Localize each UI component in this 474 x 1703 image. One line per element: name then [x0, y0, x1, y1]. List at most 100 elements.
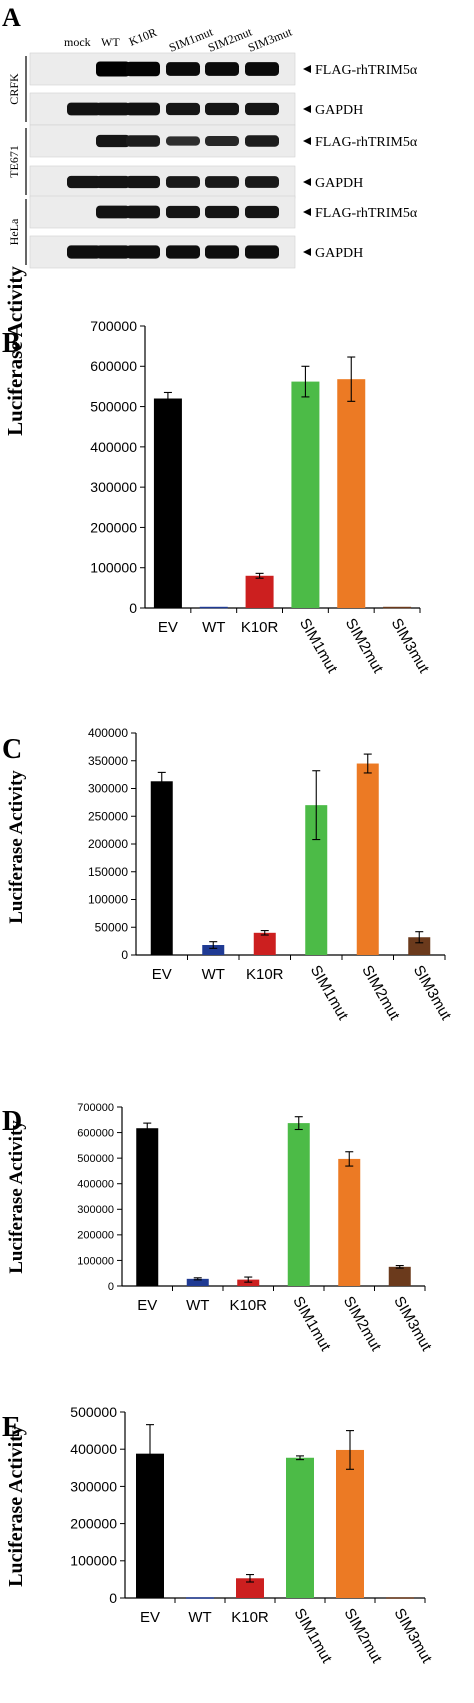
- y-tick-label: 600000: [90, 358, 137, 374]
- lane-label: mock: [64, 35, 91, 49]
- bar: [153, 398, 182, 608]
- cell-line-hela: FLAG-rhTRIM5α GAPDH HeLa: [7, 195, 418, 269]
- bar: [237, 1279, 260, 1286]
- arrow-marker: [303, 65, 311, 73]
- bar: [186, 1278, 209, 1286]
- y-tick-label: 500000: [77, 1153, 114, 1165]
- x-category-label: WT: [202, 619, 225, 636]
- bar: [408, 937, 431, 955]
- blot-band: [166, 245, 200, 259]
- chart-panel-c: C Luciferase Activity 0 50000 100000 150000 20…: [2, 726, 455, 1023]
- lane-label: SIM1mut: [167, 24, 216, 54]
- y-tick-label: 300000: [70, 1478, 117, 1494]
- y-axis-label: Luciferase Activity: [6, 1120, 27, 1274]
- x-category-label: EV: [158, 619, 178, 636]
- band-label: GAPDH: [315, 176, 363, 191]
- bar: [386, 1597, 414, 1599]
- arrow-marker: [303, 105, 311, 113]
- x-category-label: EV: [152, 966, 172, 983]
- y-axis-label: Luciferase Activity: [5, 1425, 27, 1587]
- y-tick-label: 350000: [88, 754, 128, 768]
- y-tick-label: 400000: [77, 1179, 114, 1191]
- lane-label: SIM2mut: [206, 24, 255, 54]
- y-tick-label: 150000: [88, 865, 128, 879]
- blot-band: [245, 102, 279, 116]
- blot-band: [126, 61, 160, 77]
- x-category-label: WT: [188, 1609, 211, 1626]
- blot-band: [205, 135, 239, 147]
- band-label: FLAG-rhTRIM5α: [315, 206, 418, 221]
- bar: [202, 945, 225, 955]
- blot-band: [96, 245, 130, 259]
- blot-band: [67, 102, 101, 116]
- blot-band: [67, 175, 101, 189]
- y-tick-label: 500000: [70, 1404, 117, 1420]
- blot-band: [126, 205, 160, 219]
- blot-band: [126, 245, 160, 259]
- y-axis-label: Luciferase Activity: [3, 266, 27, 436]
- bar: [236, 1578, 264, 1598]
- bar: [305, 805, 328, 955]
- blot-band: [205, 245, 239, 259]
- lane-label: SIM3mut: [246, 24, 295, 54]
- blot-band: [67, 245, 101, 259]
- arrow-marker: [303, 208, 311, 216]
- panel-label: E: [2, 1412, 21, 1443]
- y-tick-label: 700000: [77, 1102, 114, 1114]
- y-tick-label: 400000: [88, 726, 128, 740]
- y-tick-label: 0: [108, 1281, 114, 1293]
- blot-band: [126, 135, 160, 147]
- y-tick-label: 200000: [70, 1516, 117, 1532]
- y-tick-label: 400000: [90, 439, 137, 455]
- y-tick-label: 300000: [90, 479, 137, 495]
- y-tick-label: 400000: [70, 1441, 117, 1457]
- x-category-label: K10R: [229, 1297, 267, 1314]
- band-label: GAPDH: [315, 103, 363, 118]
- panel-label: B: [2, 328, 21, 359]
- y-tick-label: 700000: [90, 318, 137, 334]
- y-tick-label: 200000: [88, 837, 128, 851]
- x-category-label: SIM3mut: [390, 1294, 435, 1355]
- y-tick-label: 100000: [90, 560, 137, 576]
- y-tick-label: 300000: [88, 782, 128, 796]
- x-category-label: SIM2mut: [342, 616, 387, 677]
- arrow-marker: [303, 137, 311, 145]
- x-category-label: WT: [202, 966, 225, 983]
- bar: [286, 1457, 314, 1598]
- y-tick-label: 300000: [77, 1204, 114, 1216]
- cell-line-label: TE671: [7, 145, 21, 178]
- blot-band: [245, 135, 279, 147]
- x-category-label: SIM3mut: [391, 1606, 436, 1667]
- y-tick-label: 200000: [90, 519, 137, 535]
- y-tick-label: 100000: [88, 893, 128, 907]
- blot-band: [245, 205, 279, 219]
- bar: [245, 575, 274, 608]
- band-label: GAPDH: [315, 246, 363, 261]
- x-category-label: SIM1mut: [291, 1606, 336, 1667]
- y-tick-label: 600000: [77, 1127, 114, 1139]
- blot-band: [126, 175, 160, 189]
- band-label: FLAG-rhTRIM5α: [315, 63, 418, 78]
- blot-band: [96, 175, 130, 189]
- bar: [136, 1128, 159, 1286]
- blot-band: [166, 176, 200, 188]
- y-tick-label: 100000: [70, 1553, 117, 1569]
- blot-band: [166, 62, 200, 76]
- x-category-label: SIM2mut: [340, 1294, 385, 1355]
- panel-label-a: A: [2, 3, 21, 32]
- blot-band: [245, 176, 279, 188]
- x-category-label: SIM2mut: [358, 963, 403, 1024]
- bar: [338, 1158, 361, 1286]
- y-tick-label: 250000: [88, 809, 128, 823]
- x-category-label: K10R: [246, 966, 284, 983]
- blot-band: [205, 62, 239, 76]
- blot-band: [245, 245, 279, 259]
- bar: [383, 606, 412, 609]
- band-label: FLAG-rhTRIM5α: [315, 135, 418, 150]
- bar: [253, 932, 276, 955]
